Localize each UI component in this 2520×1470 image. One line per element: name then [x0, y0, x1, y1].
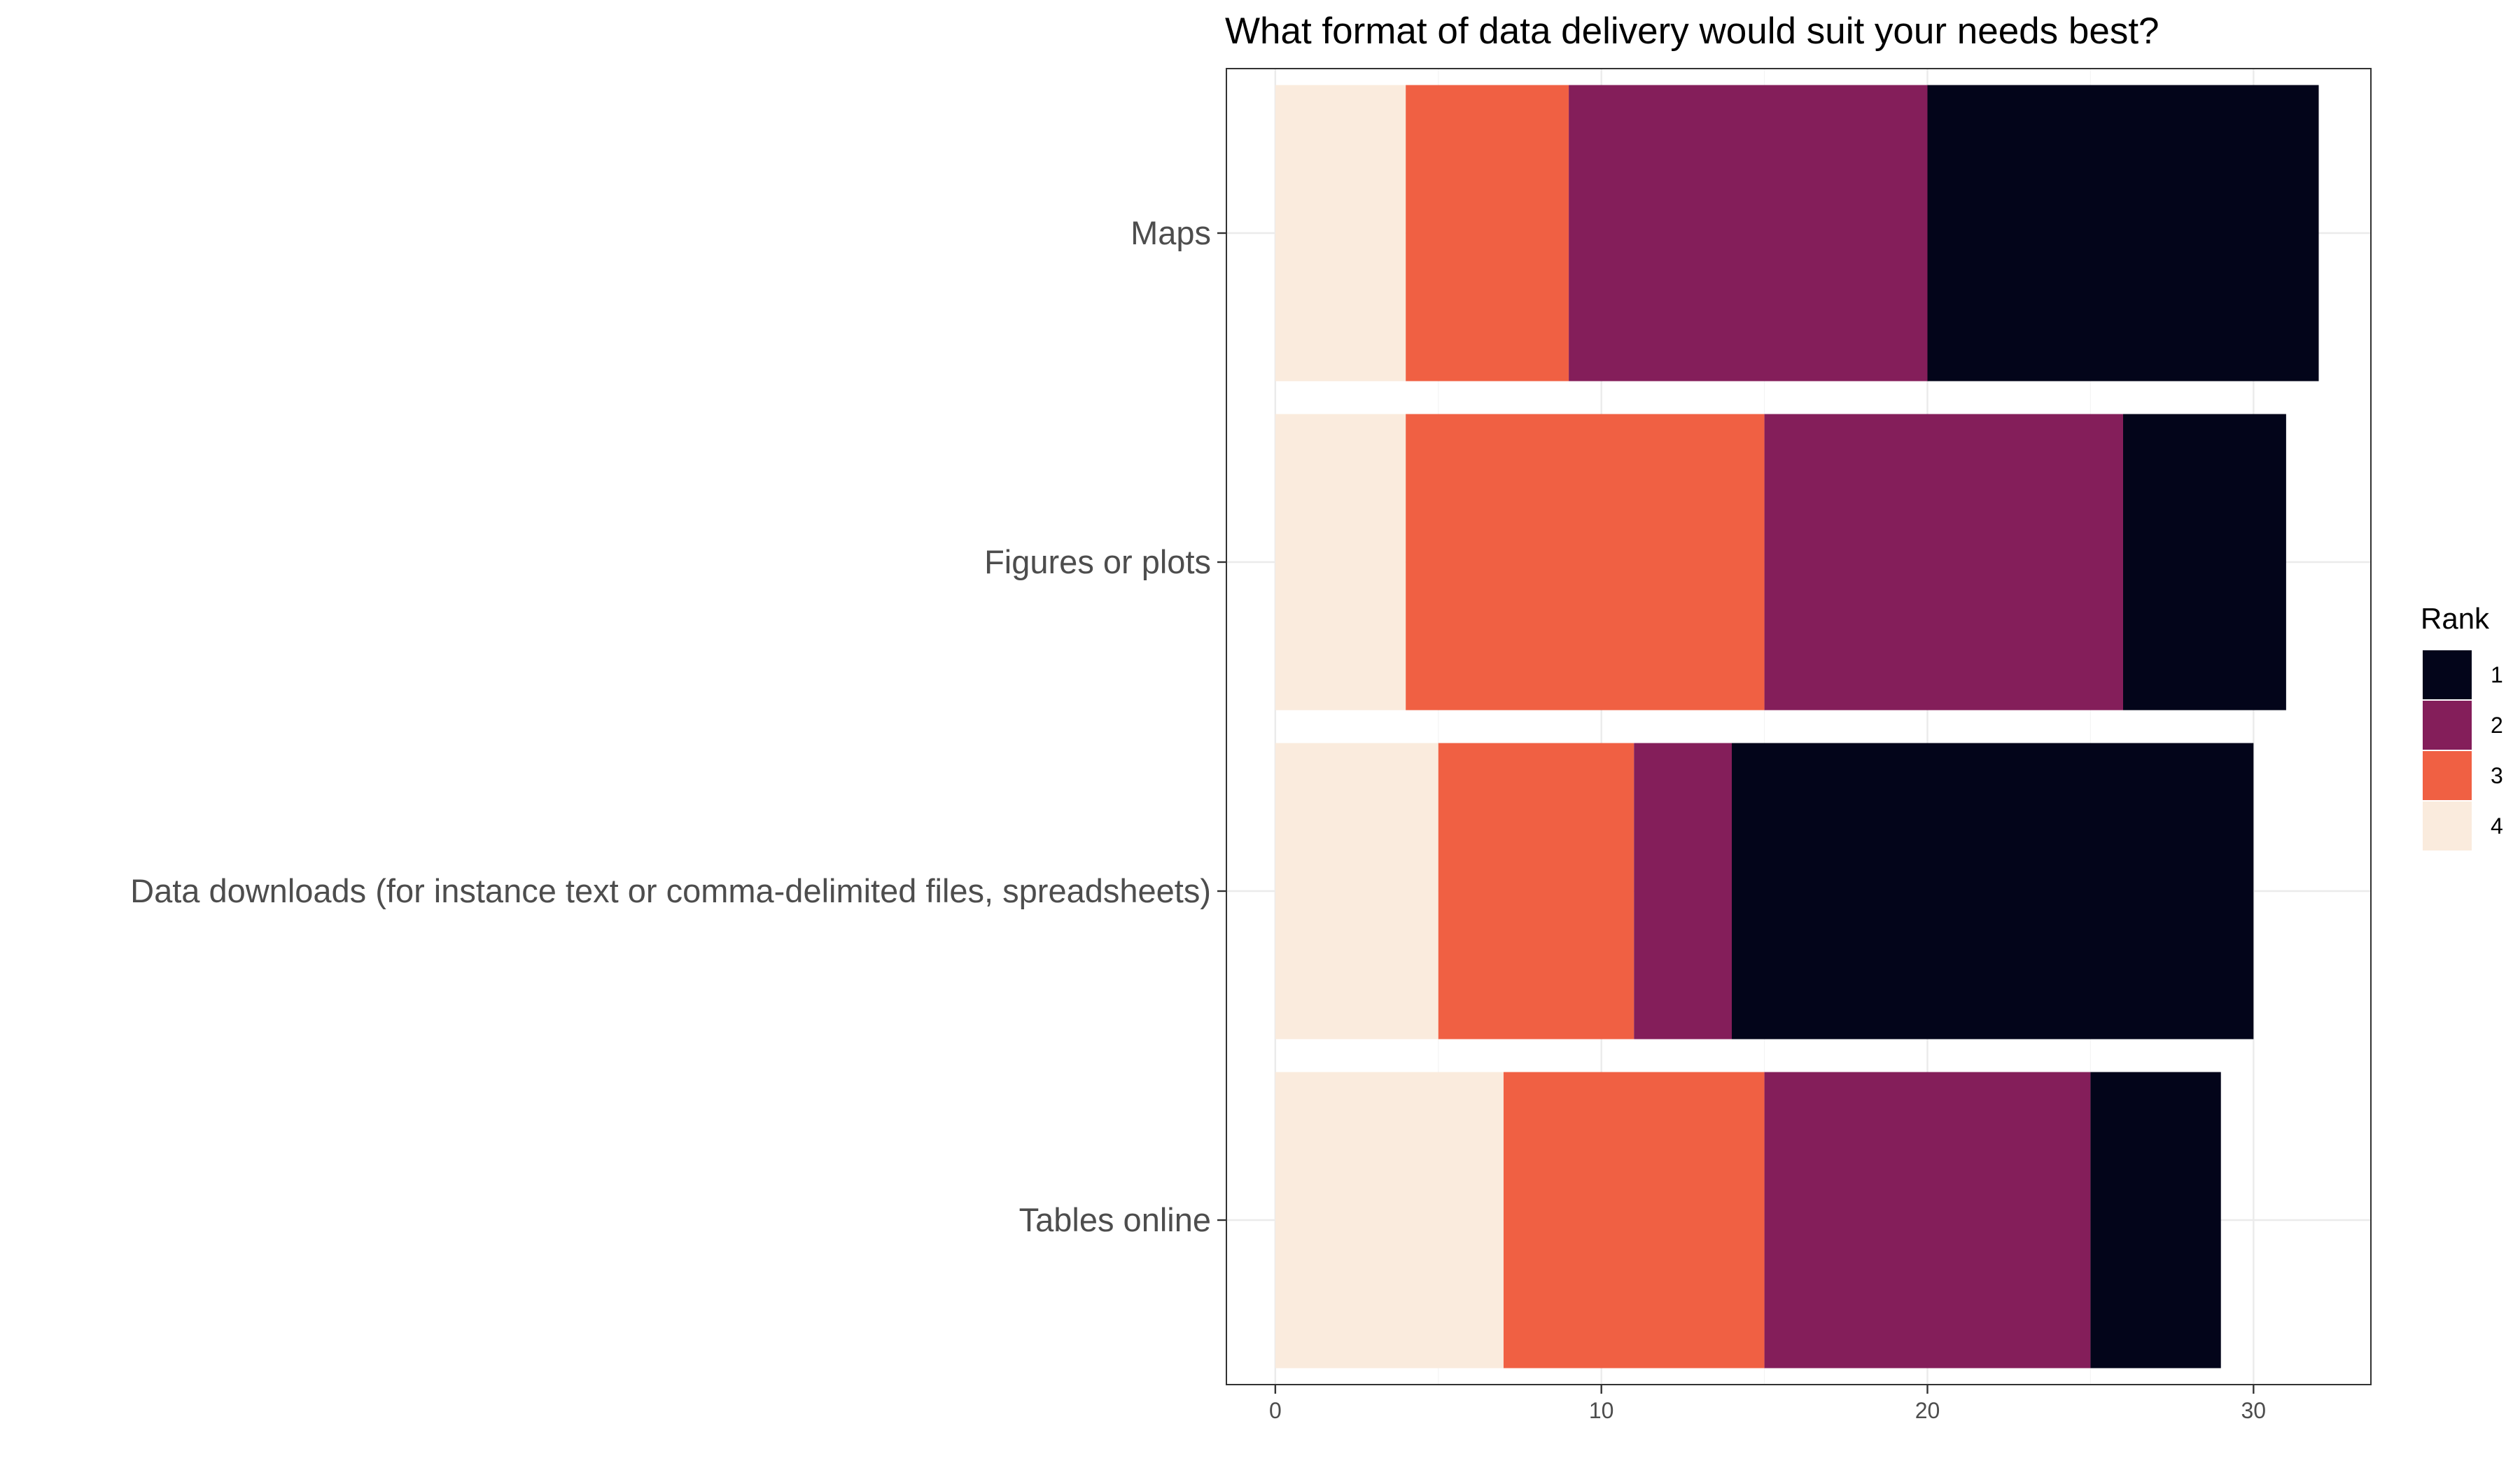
category-label: Figures or plots	[984, 543, 1211, 580]
legend-key-rank-1	[2421, 649, 2473, 701]
bar-segment-rank-4	[1275, 85, 1406, 382]
bar-segment-rank-2	[1634, 743, 1732, 1040]
bar-segment-rank-3	[1438, 743, 1634, 1040]
bar-segment-rank-4	[1275, 414, 1406, 710]
bar-segment-rank-1	[2090, 1072, 2221, 1368]
x-tick-label: 0	[1269, 1398, 1282, 1423]
category-label: Tables online	[1019, 1201, 1211, 1238]
bar-segment-rank-4	[1275, 743, 1438, 1040]
legend-key-rank-2	[2421, 699, 2473, 751]
bar-segment-rank-2	[1569, 85, 1928, 382]
x-tick-label: 30	[2241, 1398, 2267, 1423]
bar-segment-rank-1	[1927, 85, 2319, 382]
legend-label: 2	[2491, 713, 2503, 738]
bar-segment-rank-1	[2122, 414, 2286, 710]
bar-segment-rank-3	[1406, 414, 1765, 710]
legend-label: 3	[2491, 763, 2503, 788]
x-axis: 0 10 20 30	[1269, 1385, 2266, 1423]
bar-segment-rank-3	[1503, 1072, 1765, 1368]
legend: Rank 1 2 3 4	[2421, 602, 2503, 852]
category-label: Data downloads (for instance text or com…	[130, 872, 1211, 909]
category-label: Maps	[1130, 214, 1211, 251]
panel-border	[1226, 68, 2372, 1385]
bar-segment-rank-2	[1764, 414, 2123, 710]
bar-segment-rank-3	[1406, 85, 1569, 382]
x-tick-label: 10	[1589, 1398, 1614, 1423]
x-tick-label: 20	[1915, 1398, 1940, 1423]
legend-title: Rank	[2421, 602, 2490, 635]
y-axis: Maps Figures or plots Data downloads (for …	[130, 214, 1226, 1238]
legend-key-rank-3	[2421, 750, 2473, 802]
bar-segment-rank-4	[1275, 1072, 1504, 1368]
bars	[1275, 85, 2319, 1368]
chart-title: What format of data delivery would suit …	[1225, 10, 2160, 52]
legend-label: 4	[2491, 813, 2503, 839]
legend-key-rank-4	[2421, 800, 2473, 852]
bar-segment-rank-2	[1764, 1072, 2091, 1368]
bar-segment-rank-1	[1732, 743, 2254, 1040]
legend-label: 1	[2491, 662, 2503, 687]
